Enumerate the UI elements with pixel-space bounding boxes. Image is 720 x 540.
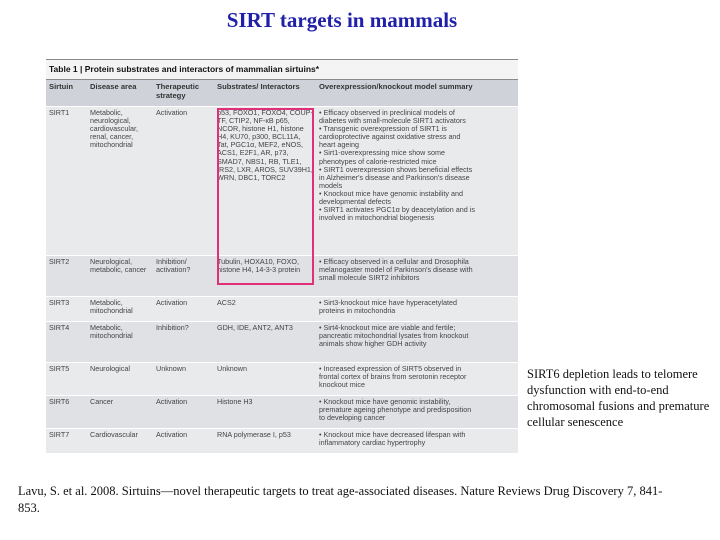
summary-line: developmental defects <box>319 197 391 207</box>
cell-therapeutic-strategy: Activation <box>156 108 188 117</box>
cell-model-summary: • Efficacy observed in a cellular and Dr… <box>316 256 518 296</box>
summary-line: diabetes with small-molecule SIRT1 activ… <box>319 116 466 126</box>
summary-line: • SIRT1 overexpression shows beneficial … <box>319 164 473 174</box>
table-body: SIRT1 Metabolic, neurological, cardiovasc… <box>46 106 518 451</box>
summary-line: in Alzheimer's disease and Parkinson's d… <box>319 172 470 182</box>
summary-line: • SIRT1 activates PGC1α by deacetylation… <box>319 205 475 215</box>
header-substrates: Substrates/ Interactors <box>217 82 300 91</box>
table-header-row: Sirtuin Disease area Therapeutic strateg… <box>46 80 518 106</box>
header-model-summary: Overexpression/knockout model summary <box>319 82 473 91</box>
header-sirtuin: Sirtuin <box>49 82 74 91</box>
citation-reference: Lavu, S. et al. 2008. Sirtuins—novel the… <box>18 484 663 515</box>
cell-substrates: Histone H3 <box>217 397 253 406</box>
cell-model-summary: • Sirt4-knockout mice are viable and fer… <box>316 322 518 362</box>
table-caption: Table 1 | Protein substrates and interac… <box>46 59 518 80</box>
summary-line: involved in mitochondrial biogenesis <box>319 213 435 223</box>
cell-sirtuin: SIRT4 <box>49 323 70 332</box>
cell-disease-area: Neurological, metabolic, cancer <box>90 257 147 275</box>
cell-disease-area: Cardiovascular <box>90 430 138 439</box>
cell-substrates: GDH, IDE, ANT2, ANT3 <box>217 323 293 332</box>
summary-line: • Knockout mice have genomic instability… <box>319 397 451 406</box>
cell-disease-area: Metabolic, mitochondrial <box>90 298 133 316</box>
cell-model-summary: • Knockout mice have decreased lifespan … <box>316 429 518 451</box>
cell-disease-area: Neurological <box>90 364 130 373</box>
table-row: SIRT1 Metabolic, neurological, cardiovasc… <box>46 106 518 255</box>
summary-line: models <box>319 180 343 190</box>
cell-substrates: ACS2 <box>217 298 236 307</box>
cell-therapeutic-strategy: Activation <box>156 430 188 439</box>
cell-disease-area: Metabolic, mitochondrial <box>90 323 133 341</box>
summary-line: premature ageing phenotype and predispos… <box>319 405 472 415</box>
cell-model-summary: • Knockout mice have genomic instability… <box>316 396 518 428</box>
summary-line: inflammatory cardiac hypertrophy <box>319 438 426 448</box>
summary-line: proteins in mitochondria <box>319 306 396 316</box>
summary-line: knockout mice <box>319 380 365 390</box>
summary-line: frontal cortex of brains from serotonin … <box>319 372 467 382</box>
cell-substrates: Tubulin, HOXA10, FOXO, histone H4, 14-3-… <box>217 257 301 275</box>
table-row: SIRT4 Metabolic, mitochondrial Inhibition?… <box>46 321 518 362</box>
summary-line: small molecule SIRT2 inhibitors <box>319 273 420 283</box>
cell-substrates: p53, FOXO1, FOXO4, COUP-TF, CTIP2, NF-κB… <box>217 108 313 182</box>
sirt6-side-note: SIRT6 depletion leads to telomere dysfun… <box>527 367 710 429</box>
cell-sirtuin: SIRT1 <box>49 108 70 117</box>
summary-line: • Sirt1-overexpressing mice show some <box>319 148 445 158</box>
cell-sirtuin: SIRT7 <box>49 430 70 439</box>
cell-substrates: RNA polymerase I, p53 <box>217 430 291 439</box>
table-caption-text: Protein substrates and interactors of ma… <box>82 64 320 74</box>
summary-line: • Sirt4-knockout mice are viable and fer… <box>319 323 456 332</box>
summary-line: to developing cancer <box>319 413 386 423</box>
summary-line: heart ageing <box>319 140 359 150</box>
cell-sirtuin: SIRT5 <box>49 364 70 373</box>
summary-line: • Knockout mice have decreased lifespan … <box>319 430 466 439</box>
sirt1-substrates-highlight-box <box>217 108 314 285</box>
cell-therapeutic-strategy: Inhibition? <box>156 323 189 332</box>
cell-therapeutic-strategy: Unknown <box>156 364 186 373</box>
summary-line: • Efficacy observed in a cellular and Dr… <box>319 257 469 266</box>
header-therapeutic-strategy: Therapeutic strategy <box>156 82 200 100</box>
header-disease-area: Disease area <box>90 82 137 91</box>
cell-sirtuin: SIRT6 <box>49 397 70 406</box>
cell-substrates: Unknown <box>217 364 247 373</box>
summary-line: melanogaster model of Parkinson's diseas… <box>319 265 473 275</box>
summary-line: animals show higher GDH activity <box>319 339 427 349</box>
table-row: SIRT5 Neurological Unknown Unknown • Increas… <box>46 362 518 395</box>
cell-model-summary: • Efficacy observed in preclinical model… <box>316 107 518 255</box>
summary-line: • Efficacy observed in preclinical model… <box>319 108 455 117</box>
table-row: SIRT6 Cancer Activation Histone H3 • Knockou… <box>46 395 518 428</box>
summary-line: • Sirt3-knockout mice have hyperacetylat… <box>319 298 457 307</box>
table-row: SIRT7 Cardiovascular Activation RNA polymer… <box>46 428 518 451</box>
cell-therapeutic-strategy: Activation <box>156 298 188 307</box>
summary-line: • Increased expression of SIRT5 observed… <box>319 364 462 373</box>
summary-line: • Transgenic overexpression of SIRT1 is <box>319 124 447 134</box>
summary-line: • Knockout mice have genomic instability… <box>319 188 463 198</box>
table-row: SIRT2 Neurological, metabolic, cancer Inhi… <box>46 255 518 296</box>
table-row: SIRT3 Metabolic, mitochondrial Activation A… <box>46 296 518 321</box>
summary-line: pancreatic mitochondrial lysates from kn… <box>319 331 469 341</box>
summary-line: cardioprotective against oxidative stres… <box>319 132 461 142</box>
page-title: SIRT targets in mammals <box>226 8 458 32</box>
cell-therapeutic-strategy: Inhibition/ activation? <box>156 257 191 275</box>
table-caption-label: Table 1 | <box>49 64 83 74</box>
cell-sirtuin: SIRT2 <box>49 257 70 266</box>
cell-disease-area: Metabolic, neurological, cardiovascular,… <box>90 108 138 150</box>
cell-model-summary: • Sirt3-knockout mice have hyperacetylat… <box>316 297 518 321</box>
cell-disease-area: Cancer <box>90 397 114 406</box>
cell-sirtuin: SIRT3 <box>49 298 70 307</box>
cell-therapeutic-strategy: Activation <box>156 397 188 406</box>
summary-line: phenotypes of calorie-restricted mice <box>319 156 437 166</box>
sirtuin-table-image: Table 1 | Protein substrates and interac… <box>46 59 518 453</box>
cell-model-summary: • Increased expression of SIRT5 observed… <box>316 363 518 395</box>
